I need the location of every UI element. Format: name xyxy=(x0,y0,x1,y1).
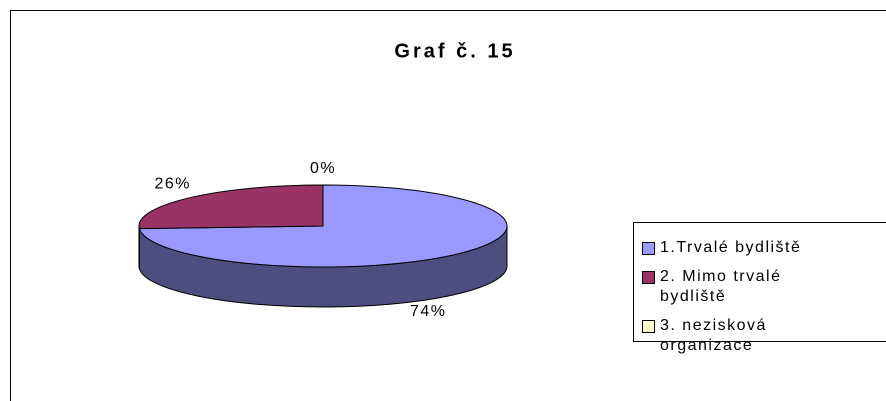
legend-swatch xyxy=(642,271,655,284)
data-label: 0% xyxy=(310,160,336,177)
legend-swatch xyxy=(642,320,655,333)
legend-swatch xyxy=(642,242,655,255)
legend-item: 1.Trvalé bydliště xyxy=(642,238,886,258)
legend-label: 3. nezisková organizace xyxy=(660,317,767,354)
data-label: 26% xyxy=(155,176,192,193)
legend-item: 2. Mimo trvalé bydliště xyxy=(642,267,886,307)
legend-item: 3. nezisková organizace xyxy=(642,316,886,356)
data-label: 74% xyxy=(410,303,447,320)
legend-label: 2. Mimo trvalé bydliště xyxy=(660,268,782,305)
chart-frame xyxy=(10,10,886,401)
legend-label: 1.Trvalé bydliště xyxy=(660,239,802,256)
chart-title: Graf č. 15 xyxy=(394,40,515,62)
pie-slice xyxy=(138,184,324,230)
legend: 1.Trvalé bydliště 2. Mimo trvalé bydliště… xyxy=(633,222,886,354)
